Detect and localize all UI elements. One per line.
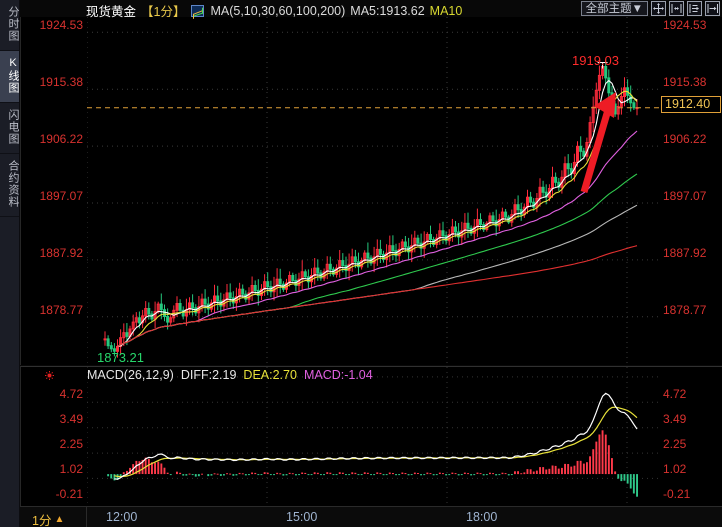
macd-diff-value: DIFF:2.19 (180, 368, 237, 382)
chart-main-area: 现货黄金 【1分】 MA(5,10,30,60,100,200) MA5:191… (20, 0, 722, 527)
time-tick-label: 18:00 (466, 510, 498, 524)
header-indicator-legend: 现货黄金 【1分】 MA(5,10,30,60,100,200) MA5:191… (86, 1, 462, 20)
price-axis-right-label: 1924.53 (663, 18, 707, 32)
crosshair-move-icon[interactable] (651, 1, 666, 16)
price-axis-right-label: 1906.22 (663, 132, 707, 146)
price-axis-right-label: 1878.77 (663, 303, 707, 317)
price-panel[interactable]: 1924.53 1915.38 1906.22 1897.07 1887.92 … (20, 17, 722, 365)
macd-axis-right-label: -0.21 (663, 487, 691, 501)
price-plot[interactable] (87, 17, 659, 365)
macd-axis-right-label: 1.02 (663, 462, 687, 476)
symbol-period: 【1分】 (141, 5, 186, 19)
macd-dea-value: DEA:2.70 (243, 368, 297, 382)
high-price-annotation: 1919.03 (572, 53, 619, 68)
ma-line-icon[interactable] (191, 4, 205, 17)
macd-axis-left-label: -0.21 (55, 487, 83, 501)
price-axis-left-label: 1906.22 (39, 132, 83, 146)
sidebar-item-kline[interactable]: K线图 (0, 51, 19, 103)
macd-hist-value: MACD:-1.04 (303, 368, 373, 382)
trend-arrow-annotation (580, 92, 616, 193)
zoom-vertical-icon[interactable] (669, 1, 684, 16)
zoom-horizontal-icon[interactable] (687, 1, 702, 16)
macd-axis-left-label: 3.49 (59, 412, 83, 426)
price-axis-left-label: 1924.53 (39, 18, 83, 32)
symbol-name: 现货黄金 (86, 5, 137, 19)
macd-axis-left-label: 1.02 (59, 462, 83, 476)
sidebar-item-timeshare[interactable]: 分时图 (0, 0, 19, 51)
period-arrow-icon: ▲ (54, 514, 65, 525)
sidebar-item-lightning[interactable]: 闪电图 (0, 103, 19, 154)
macd-axis-right-label: 4.72 (663, 387, 687, 401)
price-axis-right-label: 1897.07 (663, 189, 707, 203)
macd-panel[interactable]: MACD(26,12,9) DIFF:2.19 DEA:2.70 MACD:-1… (20, 366, 722, 507)
macd-indicator-name: MACD(26,12,9) (87, 368, 174, 382)
macd-axis-left-label: 4.72 (59, 387, 83, 401)
ma10-value: MA10 (429, 3, 463, 18)
macd-legend: MACD(26,12,9) DIFF:2.19 DEA:2.70 MACD:-1… (87, 368, 373, 382)
time-axis-bar: 1分 ▲ 12:00 15:00 18:00 (20, 506, 722, 527)
macd-axis-left-label: 2.25 (59, 437, 83, 451)
period-selector[interactable]: 1分 ▲ (32, 510, 64, 527)
price-axis-right-label: 1887.92 (663, 246, 707, 260)
shift-right-icon[interactable] (705, 1, 720, 16)
time-tick-label: 15:00 (286, 510, 318, 524)
macd-axis-right-label: 2.25 (663, 437, 687, 451)
macd-axis-right-label: 3.49 (663, 412, 687, 426)
time-tick-label: 12:00 (106, 510, 138, 524)
chart-header: 现货黄金 【1分】 MA(5,10,30,60,100,200) MA5:191… (20, 0, 722, 20)
price-axis-left-label: 1887.92 (39, 246, 83, 260)
timebar-divider (86, 507, 87, 527)
price-axis-left-label: 1897.07 (39, 189, 83, 203)
theme-selector-button[interactable]: 全部主题▼ (580, 1, 648, 16)
ma5-value: MA5:1913.62 (350, 3, 425, 18)
sidebar-item-contract[interactable]: 合约资料 (0, 154, 19, 217)
settings-dot-icon[interactable] (45, 371, 54, 380)
price-axis-left-label: 1915.38 (39, 75, 83, 89)
ma-params-label: MA(5,10,30,60,100,200) (210, 3, 346, 18)
header-toolbar: 全部主题▼ (580, 1, 720, 16)
last-price-tag[interactable]: 1912.40 (661, 96, 721, 113)
left-sidebar: 分时图 K线图 闪电图 合约资料 (0, 0, 20, 527)
period-label: 1分 (32, 514, 52, 527)
sidebar-filler (0, 217, 19, 527)
price-axis-right-label: 1915.38 (663, 75, 707, 89)
price-axis-left-label: 1878.77 (39, 303, 83, 317)
low-price-annotation: 1873.21 (97, 350, 144, 365)
macd-plot[interactable] (87, 367, 659, 507)
